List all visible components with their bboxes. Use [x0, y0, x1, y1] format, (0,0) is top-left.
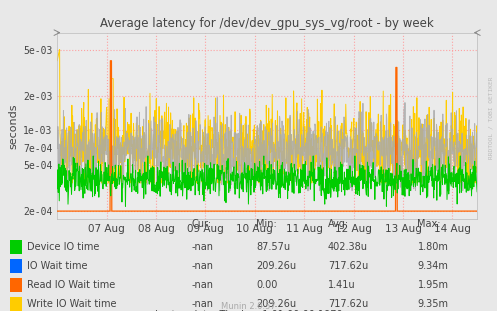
- Text: Cur:: Cur:: [191, 219, 211, 229]
- Text: 9.34m: 9.34m: [417, 261, 448, 271]
- Text: 402.38u: 402.38u: [328, 242, 368, 252]
- Text: 9.35m: 9.35m: [417, 299, 448, 309]
- Text: Max:: Max:: [417, 219, 441, 229]
- FancyBboxPatch shape: [10, 259, 22, 273]
- Text: 87.57u: 87.57u: [256, 242, 290, 252]
- Text: Write IO Wait time: Write IO Wait time: [27, 299, 117, 309]
- Text: IO Wait time: IO Wait time: [27, 261, 88, 271]
- Y-axis label: seconds: seconds: [9, 103, 19, 149]
- FancyBboxPatch shape: [10, 297, 22, 311]
- Text: Last update: Thu Jan  1 01:00:00 1970: Last update: Thu Jan 1 01:00:00 1970: [155, 310, 342, 311]
- Text: 1.95m: 1.95m: [417, 280, 448, 290]
- Text: Min:: Min:: [256, 219, 277, 229]
- Text: 1.41u: 1.41u: [328, 280, 356, 290]
- FancyBboxPatch shape: [10, 239, 22, 253]
- Text: Device IO time: Device IO time: [27, 242, 100, 252]
- Text: Avg:: Avg:: [328, 219, 349, 229]
- Text: -nan: -nan: [191, 280, 213, 290]
- Text: Read IO Wait time: Read IO Wait time: [27, 280, 116, 290]
- Title: Average latency for /dev/dev_gpu_sys_vg/root - by week: Average latency for /dev/dev_gpu_sys_vg/…: [100, 17, 434, 30]
- Text: Munin 2.0.57: Munin 2.0.57: [221, 302, 276, 311]
- Text: -nan: -nan: [191, 299, 213, 309]
- Text: RRDTOOL / TOBI OETIKER: RRDTOOL / TOBI OETIKER: [488, 77, 493, 160]
- FancyBboxPatch shape: [10, 278, 22, 292]
- Text: 1.80m: 1.80m: [417, 242, 448, 252]
- Text: -nan: -nan: [191, 261, 213, 271]
- Text: -nan: -nan: [191, 242, 213, 252]
- Text: 209.26u: 209.26u: [256, 299, 296, 309]
- Text: 717.62u: 717.62u: [328, 261, 368, 271]
- Text: 717.62u: 717.62u: [328, 299, 368, 309]
- Text: 0.00: 0.00: [256, 280, 277, 290]
- Text: 209.26u: 209.26u: [256, 261, 296, 271]
